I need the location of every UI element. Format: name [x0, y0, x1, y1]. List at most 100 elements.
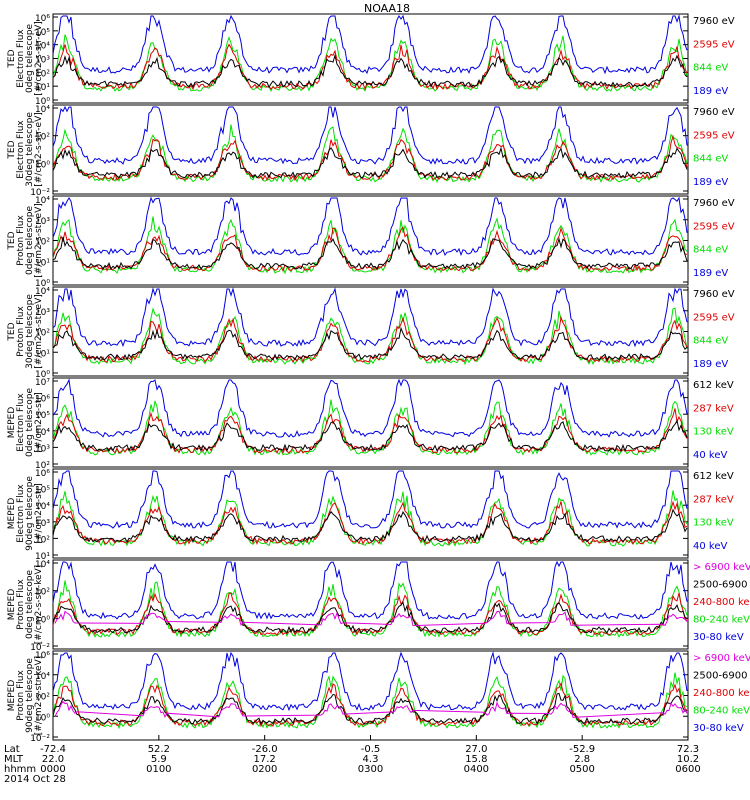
channel-label: 844 eV	[693, 245, 728, 256]
y-axis-label-line: 0deg telescope	[25, 206, 35, 276]
channel-label: 2500-6900	[693, 579, 748, 590]
x-tick-label: 0400	[464, 764, 489, 775]
y-tick-label: 10³	[35, 56, 50, 66]
y-axis-label: TED Proton Flux 30deg telescope [#/cm2-s-st…	[7, 294, 44, 369]
y-axis-label-line: TED	[7, 322, 17, 341]
y-tick-label: 10³	[35, 217, 50, 227]
channel-label: 844 eV	[693, 154, 728, 165]
channel-label: 189 eV	[693, 268, 728, 279]
trace-red	[52, 408, 688, 454]
channel-label: 80-240 keV	[693, 614, 750, 625]
y-tick-label: 10⁰	[35, 160, 50, 170]
trace-magenta	[54, 610, 688, 627]
y-axis-label: TED Electron Flux 30deg telescope [#/cm2-s-…	[7, 112, 44, 187]
y-axis-label-line: Electron Flux	[16, 29, 26, 88]
y-axis-label-line: [#/cm2-s-str]	[34, 392, 44, 452]
y-axis-label-line: TED	[7, 231, 17, 250]
channel-label: 40 keV	[693, 450, 727, 461]
y-tick-label: 10²	[35, 329, 50, 339]
y-tick-label: 10²	[35, 693, 50, 703]
y-tick-label: 10⁻²	[30, 734, 50, 744]
y-axis-label-line: 30deg telescope	[25, 112, 35, 187]
chart-title: NOAA18	[364, 2, 410, 15]
y-tick-label: 10⁴	[35, 287, 50, 297]
channel-label: 2500-6900	[693, 670, 748, 681]
y-tick-label: 10²	[35, 588, 50, 598]
trace-green	[52, 307, 688, 366]
y-tick-label: 10⁰	[35, 615, 50, 625]
trace-black	[52, 601, 688, 634]
trace-blue	[52, 378, 688, 438]
trace-red	[52, 500, 688, 546]
y-axis-label-line: 0deg telescope	[25, 570, 35, 640]
trace-black	[52, 419, 688, 453]
y-axis-label-line: MEPED	[7, 680, 17, 712]
y-axis-label: TED Proton Flux 0deg telescope [#/cm2-s-str…	[7, 203, 44, 278]
trace-red	[52, 226, 687, 273]
trace-green	[52, 34, 688, 93]
panel-frame	[52, 468, 689, 559]
date-label: 2014 Oct 28	[4, 774, 66, 785]
channel-label: > 6900 keV	[693, 653, 750, 664]
channel-label: 612 keV	[693, 471, 734, 482]
x-tick-label: 52.2	[148, 744, 170, 755]
x-tick-label: 2.8	[574, 754, 590, 765]
channel-label: 287 keV	[693, 403, 734, 414]
channel-label: 612 keV	[693, 380, 734, 391]
y-axis-label-line: Proton Flux	[16, 670, 26, 721]
x-tick-label: 27.0	[465, 744, 487, 755]
y-tick-label: 10⁶	[35, 469, 50, 479]
trace-black	[52, 53, 688, 89]
y-axis-label-line: [#/cm2-s-str-eV]	[34, 112, 44, 187]
x-tick-label: 0100	[146, 764, 171, 775]
trace-blue	[52, 14, 688, 75]
y-tick-label: 10²	[35, 69, 50, 79]
channel-label: 240-800 ke	[693, 597, 750, 608]
y-tick-label: 10⁻²	[30, 643, 50, 653]
y-axis-label-line: TED	[7, 140, 17, 159]
channel-label: 130 keV	[693, 427, 734, 438]
y-tick-label: 10⁴	[35, 502, 50, 512]
y-tick-label: 10³	[35, 519, 50, 529]
channel-label: 30-80 keV	[693, 723, 744, 734]
x-tick-label: 0500	[569, 764, 594, 775]
channel-label: 7960 eV	[693, 198, 735, 209]
channel-label: 7960 eV	[693, 16, 735, 27]
y-axis-label-line: MEPED	[7, 589, 17, 621]
trace-green	[52, 580, 688, 638]
y-tick-label: 10⁴	[35, 196, 50, 206]
y-tick-label: 10⁴	[35, 560, 50, 570]
x-tick-label: 0600	[675, 764, 700, 775]
y-tick-label: 10¹	[35, 552, 50, 562]
y-axis-label-line: 90deg telescope	[25, 658, 35, 733]
panel-5: 10⁷ 10⁶ 10⁵ 10⁴ 10³ 10² MEPED Electron Flux 0deg…	[7, 377, 734, 471]
y-axis-label-line: Proton Flux	[16, 306, 26, 357]
y-axis-label: MEPED Proton Flux 0deg telescope [#/cm2-s-s…	[7, 565, 44, 644]
x-tick-label: 0000	[40, 764, 65, 775]
trace-black	[52, 146, 688, 179]
x-tick-label: 10.2	[677, 754, 699, 765]
trace-red	[52, 134, 688, 182]
y-axis-label-line: MEPED	[7, 407, 17, 439]
y-tick-label: 10⁶	[35, 14, 50, 24]
panel-frame	[52, 559, 689, 650]
channel-label: 287 keV	[693, 494, 734, 505]
y-axis-label-line: 0deg telescope	[25, 388, 35, 458]
trace-blue	[52, 560, 688, 620]
y-tick-label: 10¹	[35, 83, 50, 93]
y-tick-label: 10⁴	[35, 672, 50, 682]
y-axis-label: MEPED Electron Flux 90deg telescope [#/cm2-…	[7, 476, 44, 551]
y-axis-label-line: 90deg telescope	[25, 476, 35, 551]
trace-black	[52, 326, 688, 361]
x-tick-label: 22.0	[42, 754, 64, 765]
y-axis-label: TED Electron Flux 0deg telescope [#/cm2-s-s…	[7, 21, 44, 96]
channel-label: 2595 eV	[693, 39, 735, 50]
x-tick-label: 0300	[358, 764, 383, 775]
y-axis-label-line: 30deg telescope	[25, 294, 35, 369]
y-tick-label: 10²	[35, 238, 50, 248]
y-axis-label-line: [#/cm2-s-str-keV]	[34, 656, 44, 735]
x-tick-label: -52.9	[569, 744, 595, 755]
trace-black	[52, 236, 688, 270]
